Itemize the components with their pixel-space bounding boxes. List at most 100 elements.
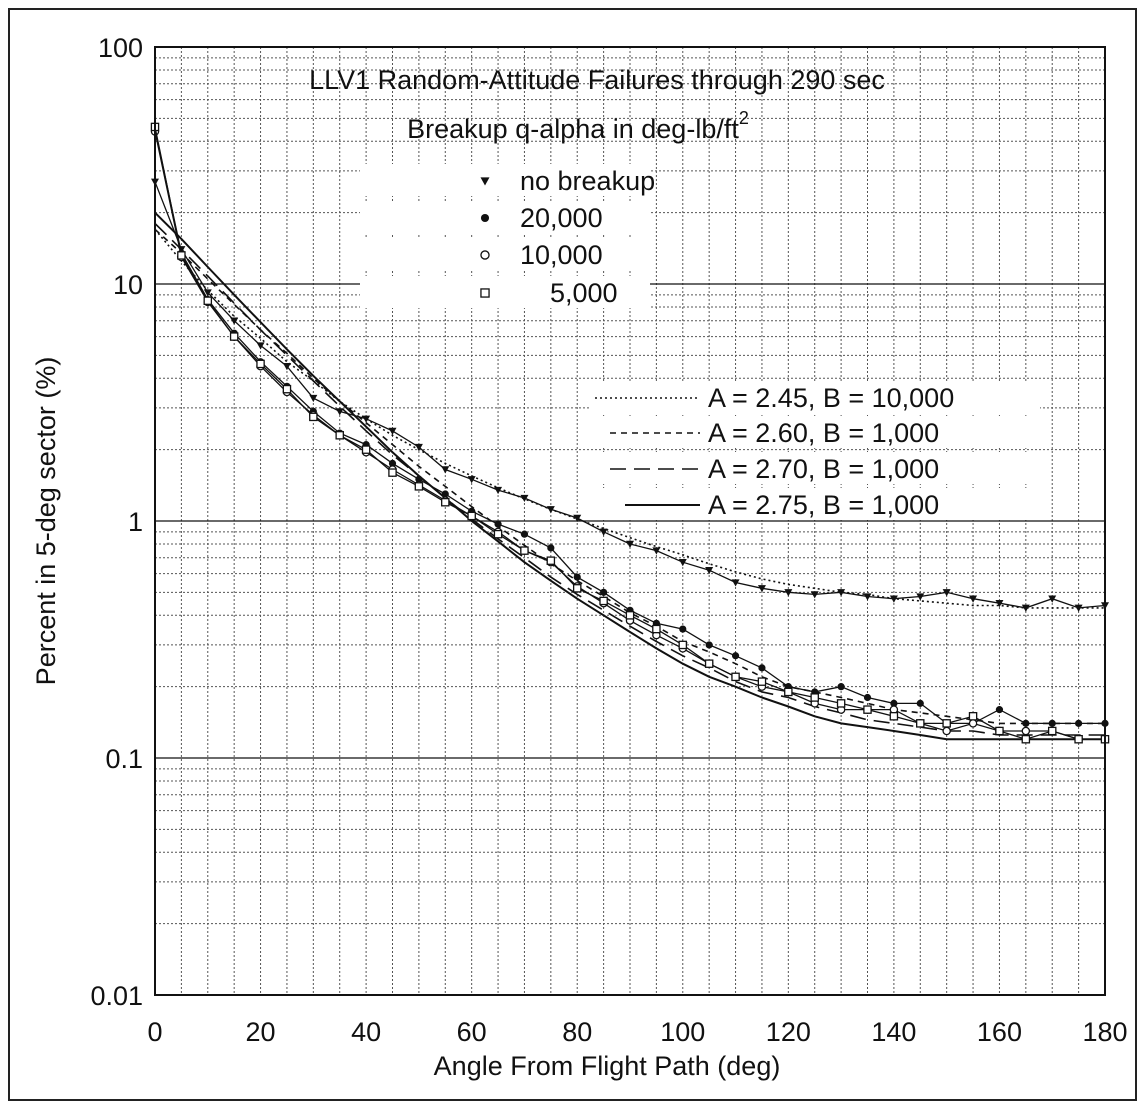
x-tick-labels: 0 20 40 60 80 100 120 140 160 180 bbox=[147, 1017, 1127, 1047]
data-point bbox=[889, 595, 898, 603]
data-point bbox=[731, 579, 740, 587]
y-tick-labels: 0.01 0.1 1 10 100 bbox=[90, 33, 143, 1011]
data-point bbox=[916, 699, 924, 707]
data-point bbox=[282, 362, 291, 371]
data-point bbox=[837, 683, 845, 691]
data-point bbox=[968, 719, 978, 728]
data-point bbox=[1021, 726, 1031, 736]
data-point bbox=[836, 699, 846, 708]
data-point bbox=[889, 712, 899, 721]
x-tick-label: 80 bbox=[562, 1017, 592, 1047]
fit-line bbox=[154, 228, 1105, 609]
data-point bbox=[810, 591, 819, 599]
data-point bbox=[600, 588, 608, 596]
x-tick-label: 60 bbox=[457, 1017, 487, 1047]
data-point bbox=[652, 547, 661, 555]
data-point bbox=[968, 712, 978, 721]
data-point bbox=[942, 589, 951, 597]
data-point bbox=[493, 529, 503, 539]
data-point bbox=[309, 412, 318, 422]
data-point bbox=[757, 585, 766, 593]
data-point bbox=[572, 584, 582, 593]
data-point bbox=[758, 664, 766, 672]
legend-fits: A = 2.45, B = 10,000 A = 2.60, B = 1,000 A… bbox=[590, 381, 1040, 520]
data-point bbox=[1022, 719, 1030, 727]
data-point bbox=[1021, 604, 1030, 612]
legend-label: 5,000 bbox=[550, 278, 618, 308]
fit-line bbox=[154, 211, 1105, 741]
data-point bbox=[810, 693, 819, 702]
data-point bbox=[546, 506, 555, 514]
data-point bbox=[480, 288, 490, 298]
data-point bbox=[480, 213, 490, 223]
legend-bg bbox=[360, 238, 650, 270]
series-open-square bbox=[150, 122, 1110, 744]
data-point bbox=[256, 342, 265, 350]
data-point bbox=[995, 599, 1004, 608]
data-point bbox=[679, 625, 687, 633]
data-point bbox=[467, 511, 476, 521]
data-point bbox=[335, 431, 344, 440]
data-point bbox=[388, 459, 397, 467]
x-tick-label: 180 bbox=[1082, 1017, 1127, 1047]
legend-markers: no breakup 20,000 10,000 5,000 bbox=[360, 164, 655, 308]
data-point bbox=[441, 490, 449, 498]
data-point bbox=[1075, 719, 1083, 727]
data-point bbox=[546, 556, 556, 565]
data-point bbox=[784, 687, 793, 697]
data-point bbox=[362, 415, 371, 423]
chart-title: LLV1 Random-Attitude Failures through 29… bbox=[309, 65, 885, 95]
x-tick-label: 120 bbox=[766, 1017, 811, 1047]
data-point bbox=[863, 693, 872, 702]
data-point bbox=[520, 546, 529, 555]
data-point bbox=[480, 177, 490, 186]
x-tick-label: 40 bbox=[351, 1017, 381, 1047]
data-point bbox=[626, 540, 634, 548]
data-point bbox=[1048, 595, 1057, 603]
chart-frame bbox=[8, 8, 1137, 1101]
data-point bbox=[520, 530, 529, 538]
data-point bbox=[230, 317, 239, 325]
series-lines bbox=[150, 122, 1110, 744]
y-tick-label: 100 bbox=[98, 33, 143, 63]
data-point bbox=[863, 593, 872, 601]
data-point bbox=[414, 482, 424, 491]
data-point bbox=[969, 595, 978, 603]
data-point bbox=[678, 640, 688, 650]
y-tick-label: 10 bbox=[113, 270, 143, 300]
legend-bg bbox=[590, 381, 1040, 413]
data-point bbox=[678, 559, 687, 567]
data-point bbox=[757, 677, 767, 686]
legend-label: A = 2.45, B = 10,000 bbox=[708, 383, 954, 413]
legend-label: 10,000 bbox=[520, 240, 603, 270]
data-point bbox=[388, 427, 397, 435]
data-point bbox=[704, 659, 714, 668]
data-point bbox=[942, 719, 951, 728]
legend-label: 20,000 bbox=[520, 203, 603, 233]
legend-bg bbox=[360, 164, 650, 196]
data-point bbox=[361, 445, 371, 454]
data-point bbox=[480, 250, 490, 260]
y-tick-label: 1 bbox=[128, 507, 143, 537]
data-point bbox=[995, 726, 1004, 736]
data-point bbox=[335, 408, 344, 416]
data-point bbox=[1021, 734, 1031, 744]
data-point bbox=[863, 705, 872, 714]
legend-bg bbox=[360, 201, 650, 233]
y-tick-label: 0.01 bbox=[90, 981, 143, 1011]
data-point bbox=[652, 624, 661, 634]
data-point bbox=[441, 466, 450, 474]
data-point bbox=[494, 486, 503, 495]
fit-line bbox=[154, 228, 1105, 725]
data-point bbox=[705, 567, 714, 575]
data-point bbox=[203, 296, 213, 305]
data-point bbox=[916, 719, 925, 728]
plot-border bbox=[154, 46, 1106, 996]
data-point bbox=[414, 443, 423, 452]
subtitle-superscript: 2 bbox=[739, 108, 749, 128]
data-point bbox=[309, 394, 318, 403]
legend-label: A = 2.60, B = 1,000 bbox=[708, 418, 939, 448]
data-point bbox=[731, 652, 740, 660]
x-axis-label: Angle From Flight Path (deg) bbox=[434, 1051, 781, 1081]
